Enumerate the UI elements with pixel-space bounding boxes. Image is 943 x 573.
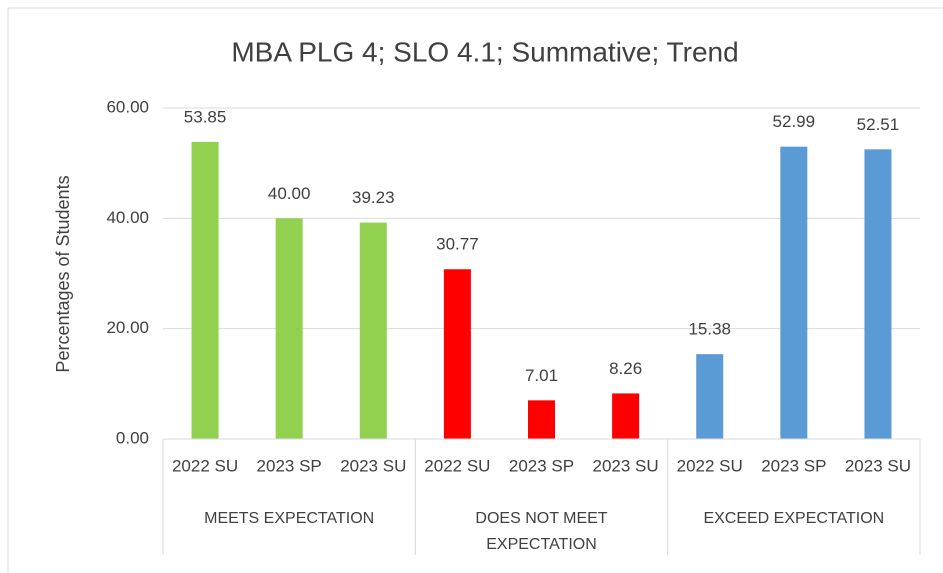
data-label: 39.23 bbox=[352, 188, 395, 207]
x-tick-label: 2022 SU bbox=[677, 456, 743, 475]
x-tick-label: 2023 SU bbox=[845, 456, 911, 475]
bar bbox=[275, 218, 303, 439]
data-label: 40.00 bbox=[268, 184, 311, 203]
data-label: 53.85 bbox=[184, 107, 227, 126]
data-label: 7.01 bbox=[525, 366, 558, 385]
bar bbox=[696, 354, 724, 439]
bar bbox=[780, 146, 808, 440]
bar bbox=[612, 393, 640, 439]
group-label: MEETS EXPECTATION bbox=[204, 510, 375, 527]
x-tick-label: 2022 SU bbox=[172, 456, 238, 475]
data-label: 8.26 bbox=[609, 359, 642, 378]
group-label: EXCEED EXPECTATION bbox=[703, 510, 885, 527]
data-label: 52.99 bbox=[773, 112, 816, 131]
bar bbox=[864, 149, 892, 440]
data-label: 30.77 bbox=[436, 235, 479, 254]
y-tick-label: 40.00 bbox=[106, 208, 149, 227]
data-label: 15.38 bbox=[688, 320, 731, 339]
y-tick-label: 60.00 bbox=[106, 97, 149, 116]
bar bbox=[443, 269, 471, 439]
x-tick-label: 2023 SP bbox=[257, 456, 322, 475]
bar bbox=[528, 400, 555, 439]
x-tick-label: 2023 SP bbox=[509, 456, 574, 475]
y-tick-label: 0.00 bbox=[116, 428, 149, 447]
bar bbox=[359, 222, 387, 439]
x-tick-label: 2023 SU bbox=[593, 456, 659, 475]
group-label: DOES NOT MEET EXPECTATION bbox=[475, 510, 608, 553]
y-axis-label: Percentages of Students bbox=[53, 175, 73, 372]
bar bbox=[191, 141, 219, 440]
x-tick-label: 2022 SU bbox=[424, 456, 490, 475]
chart-title: MBA PLG 4; SLO 4.1; Summative; Trend bbox=[231, 36, 738, 67]
y-tick-label: 20.00 bbox=[106, 318, 149, 337]
x-tick-label: 2023 SP bbox=[761, 456, 826, 475]
chart-border bbox=[7, 7, 943, 573]
data-label: 52.51 bbox=[857, 115, 900, 134]
x-tick-label: 2023 SU bbox=[340, 456, 406, 475]
